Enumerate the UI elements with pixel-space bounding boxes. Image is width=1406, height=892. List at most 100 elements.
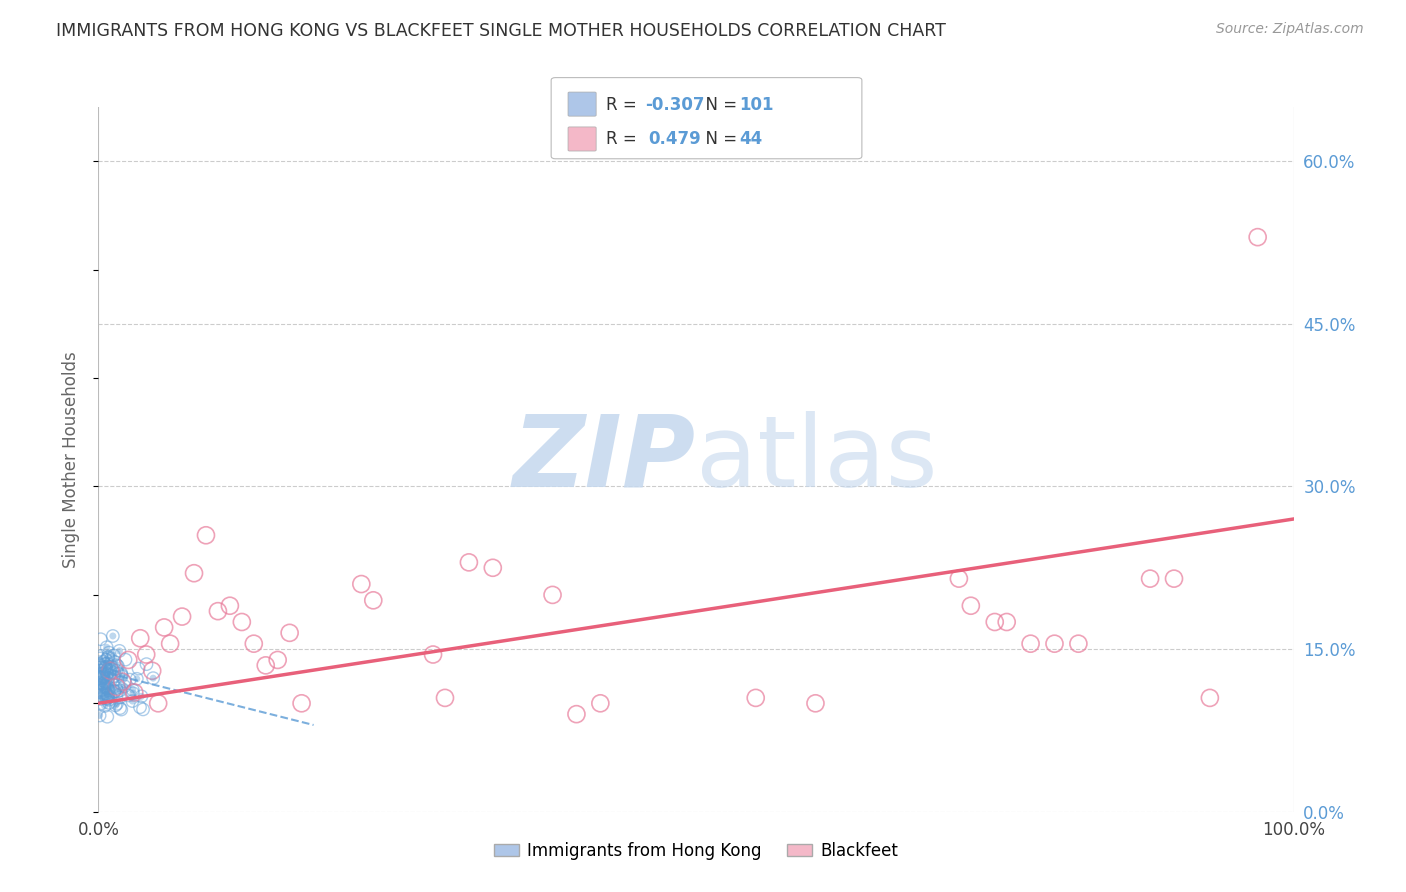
Point xyxy=(984,615,1007,629)
Point xyxy=(129,632,152,646)
Point xyxy=(105,664,128,678)
Point xyxy=(97,676,120,690)
Point xyxy=(89,708,111,723)
Point xyxy=(97,649,120,664)
Point xyxy=(131,690,153,704)
Point xyxy=(94,660,117,674)
Text: N =: N = xyxy=(695,95,742,113)
Point xyxy=(89,689,111,703)
Point xyxy=(481,561,505,575)
Point xyxy=(103,669,125,683)
Point xyxy=(458,555,481,569)
Point xyxy=(159,637,181,651)
Point xyxy=(94,653,117,667)
Point xyxy=(104,655,127,669)
Point xyxy=(114,653,136,667)
Point xyxy=(94,680,117,694)
Point xyxy=(98,681,121,695)
Text: Source: ZipAtlas.com: Source: ZipAtlas.com xyxy=(1216,22,1364,37)
Point xyxy=(121,694,143,708)
Point xyxy=(89,658,111,673)
Point xyxy=(94,686,117,700)
Point xyxy=(1019,637,1042,651)
Point xyxy=(96,691,118,706)
Point xyxy=(96,691,118,706)
Point xyxy=(1043,637,1066,651)
Point xyxy=(89,692,111,706)
Point xyxy=(89,689,111,703)
Text: -0.307: -0.307 xyxy=(645,95,704,113)
Point xyxy=(98,681,121,695)
Point xyxy=(948,572,970,586)
Point xyxy=(93,679,115,693)
Point xyxy=(541,588,564,602)
Point xyxy=(117,689,139,703)
Point xyxy=(94,657,117,671)
Point xyxy=(114,679,136,693)
Point xyxy=(96,657,118,671)
Point xyxy=(117,653,139,667)
Point xyxy=(183,566,205,581)
Point xyxy=(96,691,118,706)
Point xyxy=(93,662,115,676)
Point xyxy=(132,702,155,716)
Point xyxy=(153,620,176,634)
Legend: Immigrants from Hong Kong, Blackfeet: Immigrants from Hong Kong, Blackfeet xyxy=(488,836,904,867)
Point xyxy=(94,659,117,673)
Point xyxy=(135,648,157,662)
Point xyxy=(278,625,301,640)
Point xyxy=(960,599,983,613)
Point xyxy=(96,688,118,702)
Point xyxy=(101,629,124,643)
Text: 44: 44 xyxy=(740,130,763,148)
Point xyxy=(135,657,157,672)
Point xyxy=(96,688,118,702)
Point xyxy=(97,682,120,697)
Point xyxy=(91,682,114,697)
Y-axis label: Single Mother Households: Single Mother Households xyxy=(62,351,80,567)
Point xyxy=(97,651,120,665)
Point xyxy=(90,690,112,704)
Point xyxy=(114,679,136,693)
Point xyxy=(589,696,612,710)
Point xyxy=(108,690,131,705)
Point xyxy=(96,667,118,681)
Point xyxy=(121,682,143,697)
Point xyxy=(121,682,143,697)
Point xyxy=(90,671,112,685)
Point xyxy=(91,666,114,681)
Point xyxy=(804,696,827,710)
Point xyxy=(231,615,253,629)
Point xyxy=(122,686,145,700)
Point xyxy=(111,669,134,683)
Point xyxy=(89,660,111,674)
Point xyxy=(94,674,117,689)
Point xyxy=(105,680,128,694)
Point xyxy=(93,669,115,683)
Point xyxy=(434,690,457,705)
Point xyxy=(91,673,114,688)
Point xyxy=(104,684,127,698)
Point xyxy=(267,653,290,667)
Point xyxy=(141,664,163,678)
Point xyxy=(98,663,121,677)
Point xyxy=(105,681,128,695)
Point xyxy=(91,669,114,683)
Point xyxy=(1139,572,1161,586)
Point xyxy=(142,671,165,685)
Point xyxy=(125,672,148,686)
Point xyxy=(125,672,148,686)
Point xyxy=(100,690,122,704)
Point xyxy=(96,667,118,681)
Point xyxy=(110,668,132,682)
Text: atlas: atlas xyxy=(696,411,938,508)
Point xyxy=(98,646,121,660)
Point xyxy=(96,657,118,671)
Point xyxy=(96,709,118,723)
Point xyxy=(105,697,128,711)
Point xyxy=(363,593,385,607)
Point xyxy=(103,648,125,663)
Point xyxy=(93,698,115,713)
Point xyxy=(995,615,1018,629)
Point xyxy=(122,686,145,700)
